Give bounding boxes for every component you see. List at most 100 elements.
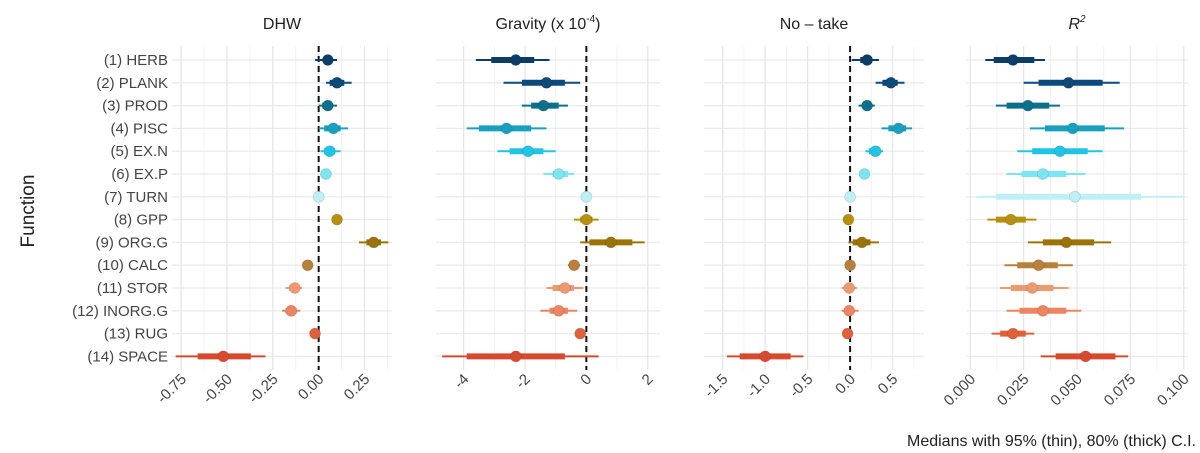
function-label: (7) TURN [104, 189, 168, 206]
function-label: (13) RUG [104, 326, 168, 343]
median-point [309, 327, 321, 340]
x-tick-label: -2 [512, 371, 533, 392]
x-tick-label: 0.5 [875, 371, 902, 398]
median-point [552, 304, 565, 317]
x-tick-label: -0.50 [200, 371, 236, 407]
median-point [537, 99, 550, 112]
median-point [842, 213, 855, 226]
panel-title: DHW [263, 16, 302, 33]
x-tick-label: 0.075 [1101, 371, 1140, 410]
median-point [1066, 122, 1079, 135]
median-point [856, 236, 868, 249]
median-point [580, 190, 593, 203]
median-point [843, 304, 856, 317]
panel-1: DHW -0.75 -0.50 -0.25 0.00 0.25 [154, 16, 392, 407]
median-point [285, 304, 298, 317]
panel-title: R2 [1068, 14, 1086, 33]
y-axis-title: Function [18, 175, 39, 248]
median-point [217, 350, 230, 363]
median-point [869, 145, 882, 158]
x-tick-label: -0.25 [245, 371, 281, 407]
median-point [327, 122, 340, 135]
x-tick-label: -1.0 [744, 371, 774, 401]
x-tick-label: 0.25 [341, 371, 374, 404]
median-point [1026, 282, 1039, 294]
function-label: (11) STOR [97, 280, 168, 297]
function-labels: (1) HERB (2) PLANK (3) PROD (4) PISC (5) EX.… [72, 52, 168, 365]
x-tick-label: -1.5 [701, 371, 731, 401]
median-point [1004, 213, 1017, 226]
panel-title: Gravity (x 10-4) [496, 14, 601, 33]
median-point [321, 54, 334, 66]
median-point [1036, 168, 1049, 180]
median-point [323, 145, 336, 158]
median-point [580, 213, 593, 226]
median-point [1062, 76, 1075, 89]
x-tick-label: 2 [639, 371, 657, 389]
function-label: (1) HERB [104, 52, 168, 69]
median-point [552, 168, 565, 180]
function-label: (9) ORG.G [95, 234, 168, 251]
median-point [843, 282, 856, 294]
median-point [1060, 236, 1073, 249]
median-point [1022, 99, 1034, 112]
function-label: (8) GPP [114, 212, 168, 229]
x-tick-label: 0.00 [295, 371, 328, 404]
median-point [1007, 54, 1019, 66]
x-tick-label: 0.050 [1047, 371, 1086, 410]
function-label: (14) SPACE [87, 348, 168, 365]
median-point [331, 213, 343, 226]
function-label: (3) PROD [102, 98, 168, 115]
median-point [558, 282, 571, 294]
panel-2: Gravity (x 10-4) -4 -2 0 2 [436, 14, 660, 392]
median-point [320, 168, 332, 180]
median-point [574, 327, 587, 340]
median-point [844, 190, 857, 203]
median-point [861, 99, 873, 112]
median-point [522, 145, 534, 158]
median-point [312, 190, 325, 203]
x-tick-label: 0 [577, 371, 595, 389]
median-point [892, 122, 905, 135]
x-tick-label: -0.5 [786, 371, 816, 401]
x-tick-label: 0.100 [1154, 371, 1193, 410]
caption: Medians with 95% (thin), 80% (thick) C.I… [907, 433, 1196, 450]
median-point [844, 259, 857, 272]
median-point [1068, 190, 1081, 203]
median-point [1007, 327, 1019, 340]
function-label: (5) EX.N [110, 143, 168, 160]
median-point [500, 122, 513, 135]
median-point [1079, 350, 1092, 363]
median-point [288, 282, 301, 294]
median-point [858, 168, 871, 180]
function-label: (6) EX.P [111, 166, 168, 183]
x-tick-label: -4 [451, 371, 472, 392]
median-point [841, 327, 854, 340]
median-point [367, 236, 380, 249]
median-point [1032, 259, 1045, 272]
median-point [331, 76, 343, 89]
panel-4: R2 0.000 0.025 0.050 0.075 0.100 [941, 14, 1193, 409]
x-tick-label: 0.0 [832, 371, 859, 398]
median-point [540, 76, 553, 89]
median-point [509, 54, 522, 66]
median-point [509, 350, 522, 363]
x-tick-label: 0.000 [941, 371, 980, 410]
median-point [1054, 145, 1066, 158]
function-label: (10) CALC [97, 257, 168, 274]
median-point [1036, 304, 1049, 317]
panel-title: No – take [780, 16, 849, 33]
median-point [568, 259, 580, 272]
function-label: (12) INORG.G [72, 303, 168, 320]
median-point [861, 54, 873, 66]
function-label: (2) PLANK [96, 75, 168, 92]
median-point [759, 350, 772, 363]
median-point [884, 76, 897, 89]
median-point [301, 259, 314, 272]
x-tick-label: -0.75 [154, 371, 190, 407]
median-point [321, 99, 334, 112]
x-tick-label: 0.025 [994, 371, 1033, 410]
function-label: (4) PISC [110, 120, 168, 137]
